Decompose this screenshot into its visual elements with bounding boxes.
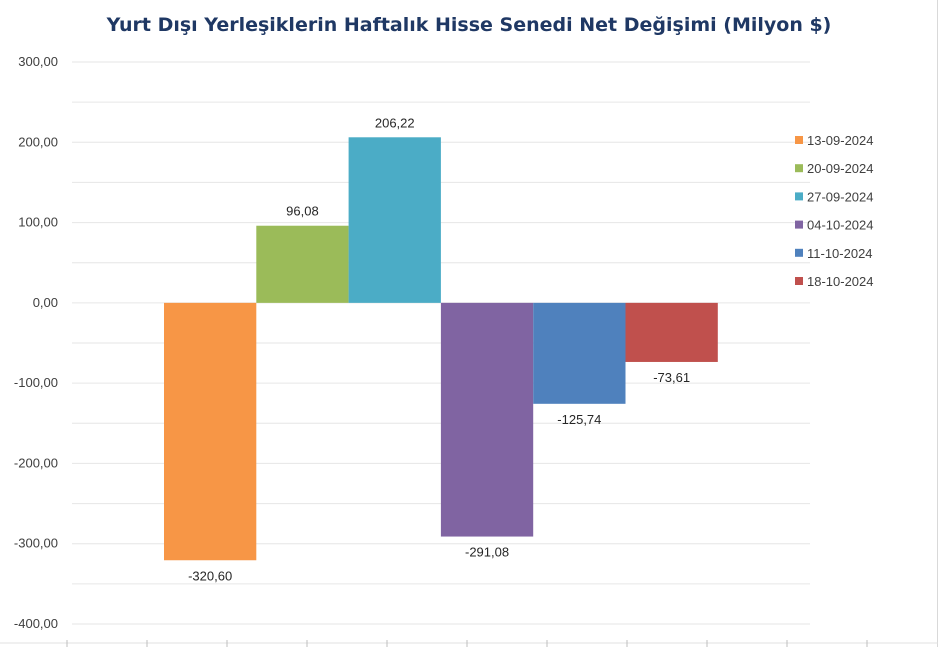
bar-11-10-2024	[533, 302, 626, 404]
legend-swatch	[795, 248, 803, 257]
data-label: -320,60	[188, 568, 232, 583]
y-tick-label: -100,00	[14, 375, 58, 390]
legend-swatch	[795, 277, 803, 285]
y-tick-label: 300,00	[18, 54, 58, 69]
legend-swatch	[795, 220, 803, 229]
bar-27-09-2024	[348, 137, 441, 303]
y-tick-label: -200,00	[14, 455, 58, 470]
data-label: -73,61	[653, 370, 690, 385]
legend-label: 27-09-2024	[807, 189, 874, 204]
legend-label: 04-10-2024	[807, 218, 874, 233]
legend-swatch	[795, 192, 803, 201]
legend-label: 18-10-2024	[807, 274, 874, 289]
legend-swatch	[795, 164, 803, 173]
legend-label: 13-09-2024	[807, 133, 874, 148]
bar-20-09-2024	[256, 225, 349, 303]
y-tick-label: -300,00	[14, 536, 58, 551]
y-tick-label: -400,00	[14, 616, 58, 631]
data-label: 96,08	[286, 204, 319, 219]
y-tick-label: 100,00	[18, 215, 58, 230]
legend-label: 11-10-2024	[807, 246, 873, 261]
bar-13-09-2024	[164, 302, 257, 561]
data-label: -125,74	[557, 412, 601, 427]
legend-label: 20-09-2024	[807, 161, 874, 176]
data-label: 206,22	[375, 115, 415, 130]
y-tick-label: 0,00	[33, 295, 58, 310]
data-label: -291,08	[465, 545, 509, 560]
y-tick-label: 200,00	[18, 134, 58, 149]
bar-18-10-2024	[625, 302, 718, 362]
chart-title: Yurt Dışı Yerleşiklerin Haftalık Hisse S…	[106, 14, 832, 36]
bar-04-10-2024	[440, 302, 534, 537]
legend-swatch	[795, 136, 803, 144]
